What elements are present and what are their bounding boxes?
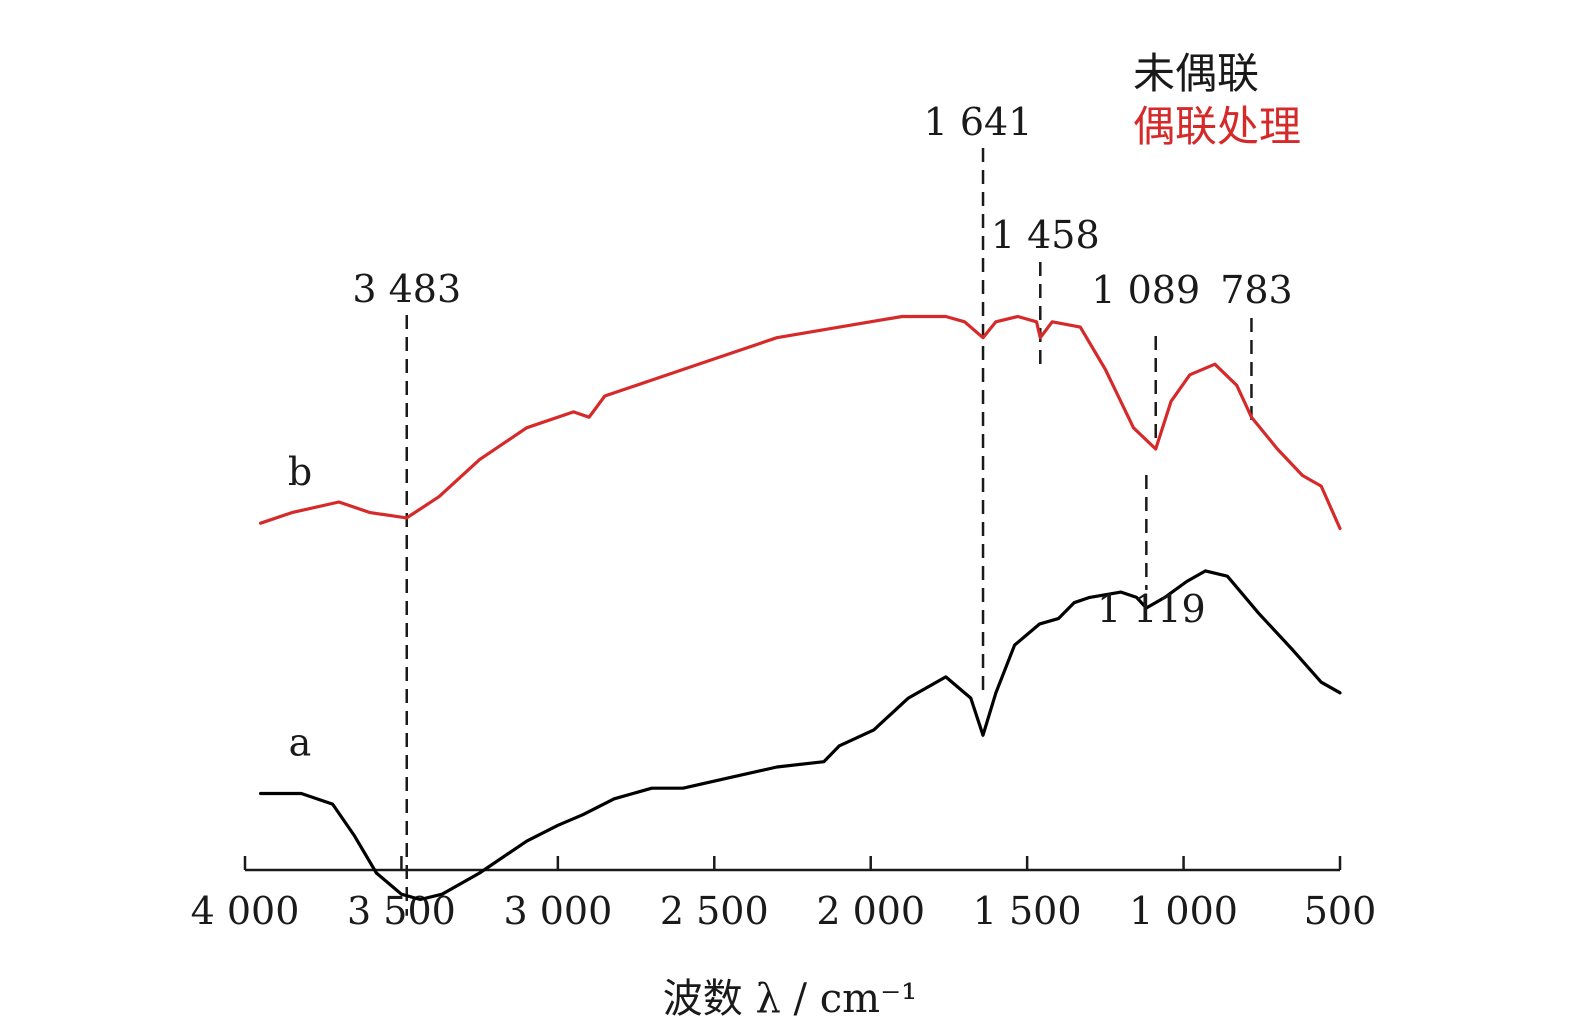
peak-guide-lines bbox=[405, 148, 1253, 916]
x-axis bbox=[243, 856, 1342, 872]
peak-label: 1 089 bbox=[1091, 268, 1200, 312]
curve-label-a: a bbox=[289, 721, 312, 765]
x-tick-label: 1 000 bbox=[1129, 889, 1238, 933]
x-tick-labels: 4 000 3 500 3 000 2 500 2 000 1 500 1 000 500 bbox=[191, 889, 1377, 933]
legend-entry: 未偶联 bbox=[1133, 49, 1259, 98]
series-line-a bbox=[259, 569, 1342, 902]
peak-label: 3 483 bbox=[352, 267, 461, 311]
x-tick-label: 4 000 bbox=[191, 889, 300, 933]
legend-entry: 偶联处理 bbox=[1133, 102, 1301, 151]
x-tick-label: 500 bbox=[1304, 889, 1377, 933]
series-line-b bbox=[259, 314, 1342, 531]
peak-labels: 3 483 1 641 1 458 1 089 783 1 119 bbox=[352, 100, 1292, 631]
spectra bbox=[259, 314, 1342, 902]
x-tick-label: 1 500 bbox=[973, 889, 1082, 933]
peak-label: 1 641 bbox=[924, 100, 1033, 144]
x-axis-title: 波数 λ / cm⁻¹ bbox=[663, 976, 917, 1022]
x-tick-label: 2 500 bbox=[660, 889, 769, 933]
x-tick-label: 2 000 bbox=[816, 889, 925, 933]
curve-label-b: b bbox=[288, 450, 312, 494]
peak-label: 783 bbox=[1220, 268, 1293, 312]
peak-label: 1 458 bbox=[991, 213, 1100, 257]
curve-labels: ab bbox=[288, 450, 312, 764]
x-tick-label: 3 000 bbox=[503, 889, 612, 933]
peak-label: 1 119 bbox=[1097, 587, 1206, 631]
